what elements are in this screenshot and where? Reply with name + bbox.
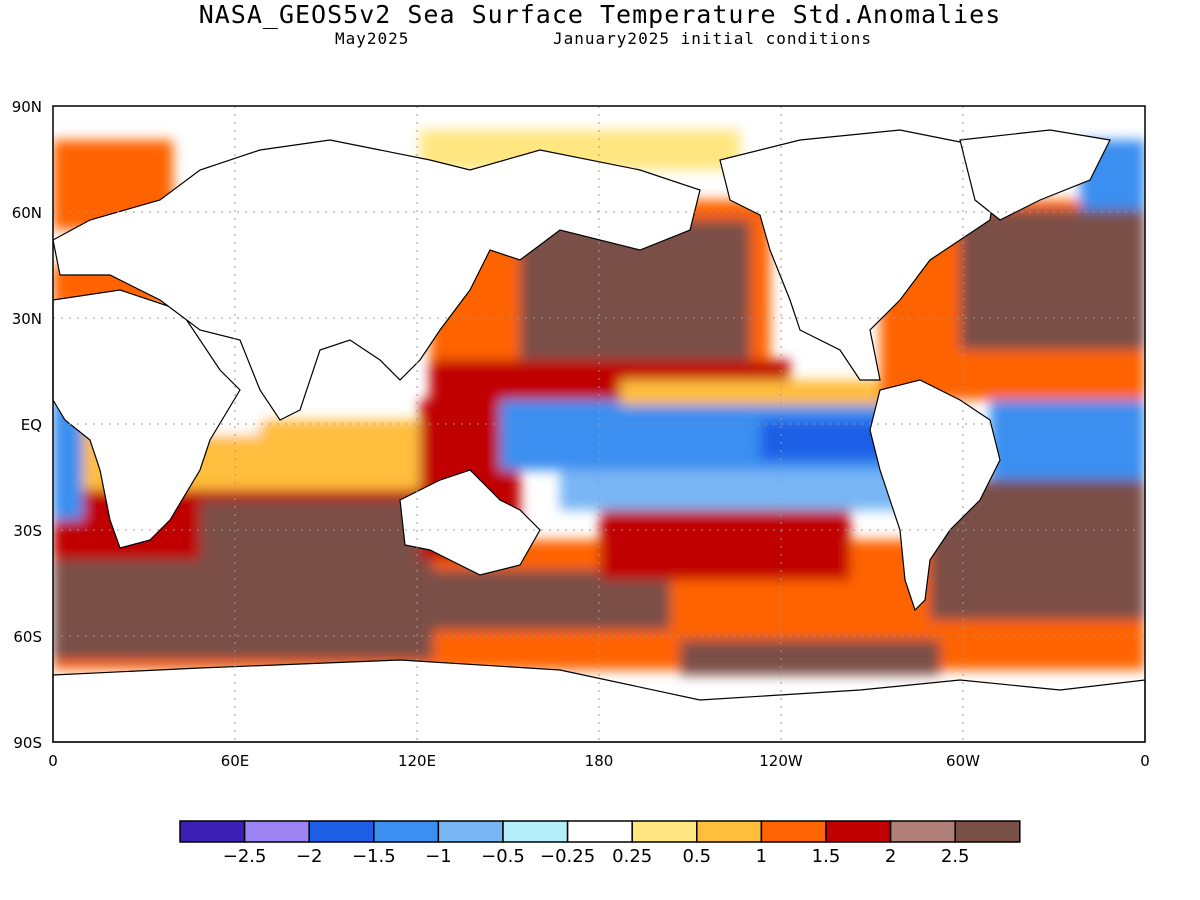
colorbar-swatch <box>825 820 892 843</box>
colorbar-label: 2.5 <box>941 846 970 867</box>
graticule <box>53 106 1145 742</box>
lat-label-30s: 30S <box>13 522 42 540</box>
africa <box>52 289 241 549</box>
equatorial-atlantic <box>990 400 1145 480</box>
colorbar-label: −1.5 <box>352 846 396 867</box>
colorbar-swatch <box>308 820 375 843</box>
eurasia <box>52 139 701 421</box>
colorbar-label: −0.25 <box>540 846 595 867</box>
lon-label-60e: 60E <box>221 752 250 770</box>
lon-label-120e: 120E <box>398 752 436 770</box>
colorbar-swatch <box>437 820 504 843</box>
colorbar-swatch <box>889 820 956 843</box>
colorbar-swatch <box>696 820 763 843</box>
lat-label-60n: 60N <box>12 204 42 222</box>
colorbar: −2.5 −2 −1.5 −1 −0.5 −0.25 0.25 0.5 1 1.5 2 2.5 <box>179 820 1021 867</box>
colorbar-swatch <box>566 820 633 843</box>
colorbar-label: 1 <box>756 846 767 867</box>
colorbar-label: 0.5 <box>682 846 711 867</box>
lat-label-30n: 30N <box>12 310 42 328</box>
lat-label-90n: 90N <box>12 98 42 116</box>
map-title: NASA_GEOS5v2 Sea Surface Temperature Std… <box>198 0 1002 29</box>
colorbar-swatch <box>631 820 698 843</box>
lon-label-120w: 120W <box>759 752 803 770</box>
lon-label-180: 180 <box>585 752 614 770</box>
colorbar-swatch <box>502 820 569 843</box>
colorbar-swatch <box>373 820 440 843</box>
lon-labels: 0 60E 120E 180 120W 60W 0 <box>48 752 1150 770</box>
colorbar-swatch <box>954 820 1021 843</box>
colorbar-label: −0.5 <box>481 846 525 867</box>
lat-label-90s: 90S <box>13 734 42 752</box>
initial-conditions-label: January2025 initial conditions <box>553 29 872 48</box>
greenland <box>959 129 1111 221</box>
south-america <box>869 379 1001 612</box>
lat-labels: 90N 60N 30N EQ 30S 60S 90S <box>12 98 42 752</box>
plot-frame <box>52 105 1146 743</box>
valid-month-label: May2025 <box>335 29 410 48</box>
lon-label-0-left: 0 <box>48 752 58 770</box>
colorbar-label: −2 <box>296 846 323 867</box>
lon-label-0-right: 0 <box>1140 752 1150 770</box>
colorbar-label: 1.5 <box>812 846 841 867</box>
colorbar-swatch <box>760 820 827 843</box>
land-masses <box>52 129 1146 743</box>
colorbar-label: −2.5 <box>223 846 267 867</box>
colorbar-swatch <box>243 820 310 843</box>
colorbar-swatch <box>179 820 246 843</box>
lat-label-eq: EQ <box>21 416 42 434</box>
lon-label-60w: 60W <box>946 752 980 770</box>
colorbar-label: −1 <box>425 846 452 867</box>
colorbar-label: 0.25 <box>612 846 652 867</box>
lat-label-60s: 60S <box>13 628 42 646</box>
colorbar-label: 2 <box>885 846 896 867</box>
australia <box>399 469 541 576</box>
